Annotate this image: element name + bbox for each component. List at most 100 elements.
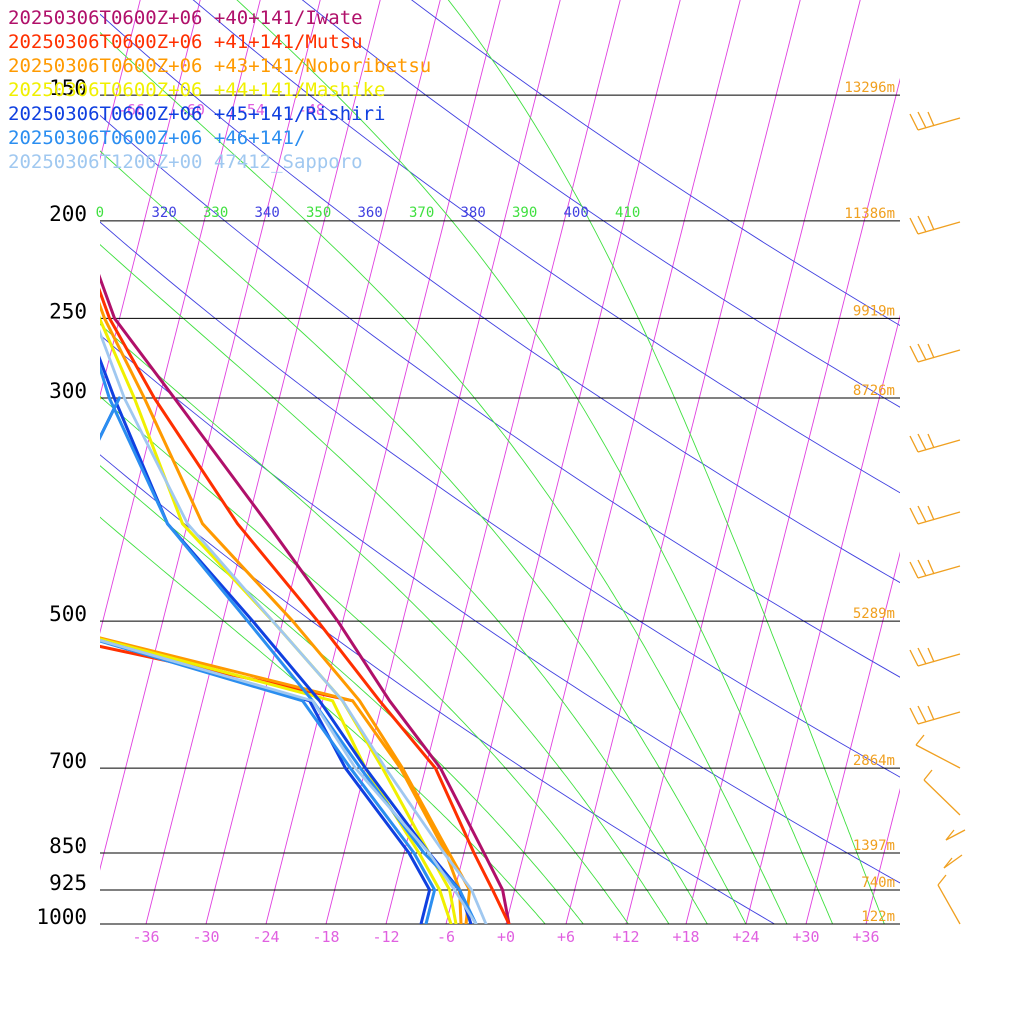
temperature-profile <box>100 301 472 924</box>
height-label: 2864m <box>853 753 895 769</box>
isotherm-line <box>565 0 801 924</box>
theta-label: 370 <box>409 205 434 221</box>
isotherm-line <box>385 0 621 924</box>
pressure-label: 850 <box>49 834 87 858</box>
theta-label: 330 <box>203 205 228 221</box>
isotherm-line <box>805 551 900 924</box>
moist-adiabat-line <box>100 31 788 924</box>
height-label: 11386m <box>844 206 895 222</box>
legend: 20250306T0600Z+06 +40+141/Iwate 20250306T… <box>8 6 431 174</box>
pressure-label: 700 <box>49 749 87 773</box>
upper-temperature-label: -66 <box>118 101 145 119</box>
legend-entry: 20250306T0600Z+06 +41+141/Mutsu <box>8 31 363 53</box>
wind-barb <box>909 215 961 235</box>
moist-adiabat-line <box>100 323 670 924</box>
upper-temperature-label: -54 <box>238 101 265 119</box>
dry-adiabat-line <box>100 221 900 778</box>
pressure-label: 150 <box>49 76 87 100</box>
isotherm-line <box>865 788 900 924</box>
theta-label: 360 <box>358 205 383 221</box>
isotherm-line <box>505 0 741 924</box>
dewpoint-profile <box>0 398 39 621</box>
moist-adiabat-line <box>100 244 708 924</box>
pressure-label: 925 <box>49 871 87 895</box>
temperature-tick-label: +24 <box>732 928 759 946</box>
temperature-tick-label: +18 <box>672 928 699 946</box>
wind-barb <box>943 854 963 869</box>
temperature-tick-label: -18 <box>312 928 339 946</box>
wind-barb <box>909 647 961 667</box>
height-label: 9919m <box>853 303 895 319</box>
temperature-tick-label: -36 <box>132 928 159 946</box>
dewpoint-profile <box>100 636 463 924</box>
isotherm-line <box>926 0 1024 924</box>
dewpoint-profile <box>100 396 437 924</box>
temperature-profile <box>100 287 511 924</box>
axis-labels: 10015993m15013296m20011386m2509919m30087… <box>36 76 895 946</box>
isotherm-line <box>986 0 1024 924</box>
wind-barb <box>909 433 961 453</box>
legend-entry: 20250306T0600Z+06 +44+141/Mashike <box>8 79 386 101</box>
theta-label: 320 <box>152 205 177 221</box>
wind-barb <box>909 111 961 131</box>
height-label: 8726m <box>853 383 895 399</box>
height-label: 1397m <box>853 838 895 854</box>
temperature-tick-label: -24 <box>252 928 279 946</box>
theta-label: 390 <box>512 205 537 221</box>
temperature-tick-label: +36 <box>852 928 879 946</box>
pressure-label: 250 <box>49 299 87 323</box>
pressure-label: 300 <box>49 379 87 403</box>
legend-entry: 20250306T1200Z+00 47412_Sapporo <box>8 151 363 173</box>
upper-temperature-label: -60 <box>178 101 205 119</box>
temperature-profile <box>100 329 488 924</box>
temperature-profile <box>100 315 458 924</box>
sounding-profiles <box>0 273 511 924</box>
theta-label: 0 <box>96 205 104 221</box>
isotherm-line <box>685 77 900 924</box>
height-label: 122m <box>861 909 895 925</box>
theta-label: 350 <box>306 205 331 221</box>
dry-adiabat-line <box>100 454 775 924</box>
legend-entry: 20250306T0600Z+06 +43+141/Noboribetsu <box>8 55 432 77</box>
height-label: 740m <box>861 875 895 891</box>
wind-barb <box>915 734 961 769</box>
moist-adiabat-line <box>100 150 747 924</box>
isotherm-line <box>745 314 900 924</box>
temperature-tick-label: +30 <box>792 928 819 946</box>
temperature-tick-label: -6 <box>437 928 455 946</box>
wind-barb <box>937 874 961 925</box>
legend-entry: 20250306T0600Z+06 +46+141/ <box>8 127 306 149</box>
dewpoint-profile <box>100 638 478 924</box>
pressure-label: 200 <box>49 202 87 226</box>
isotherm-line <box>445 0 681 924</box>
legend-entry: 20250306T0600Z+06 +40+141/Iwate <box>8 7 363 29</box>
pressure-label: 500 <box>49 602 87 626</box>
dry-adiabat-line <box>100 334 900 884</box>
temperature-profile <box>100 363 478 924</box>
wind-barbs <box>909 111 966 925</box>
legend-entry: 20250306T0600Z+06 +45+141/Rishiri <box>8 103 386 125</box>
temperature-tick-label: -30 <box>192 928 219 946</box>
isobar-lines <box>100 94 900 925</box>
pressure-label: 1000 <box>36 905 87 929</box>
upper-temperature-label: -48 <box>298 101 325 119</box>
wind-barb <box>909 705 961 725</box>
wind-barb <box>909 505 961 525</box>
temperature-tick-label: -12 <box>372 928 399 946</box>
moist-adiabat-line <box>236 0 834 924</box>
theta-label: 410 <box>615 205 640 221</box>
moist-adiabat-line <box>447 0 885 924</box>
wind-barb <box>909 343 961 363</box>
wind-barb <box>945 829 966 841</box>
temperature-tick-label: +12 <box>612 928 639 946</box>
height-label: 13296m <box>844 80 895 96</box>
theta-label: 340 <box>255 205 280 221</box>
theta-label: 400 <box>564 205 589 221</box>
theta-label: 380 <box>461 205 486 221</box>
wind-barb <box>923 769 961 816</box>
moist-adiabat-line <box>100 516 546 924</box>
temperature-tick-label: +0 <box>497 928 515 946</box>
height-label: 5289m <box>853 606 895 622</box>
temperature-tick-label: +6 <box>557 928 575 946</box>
